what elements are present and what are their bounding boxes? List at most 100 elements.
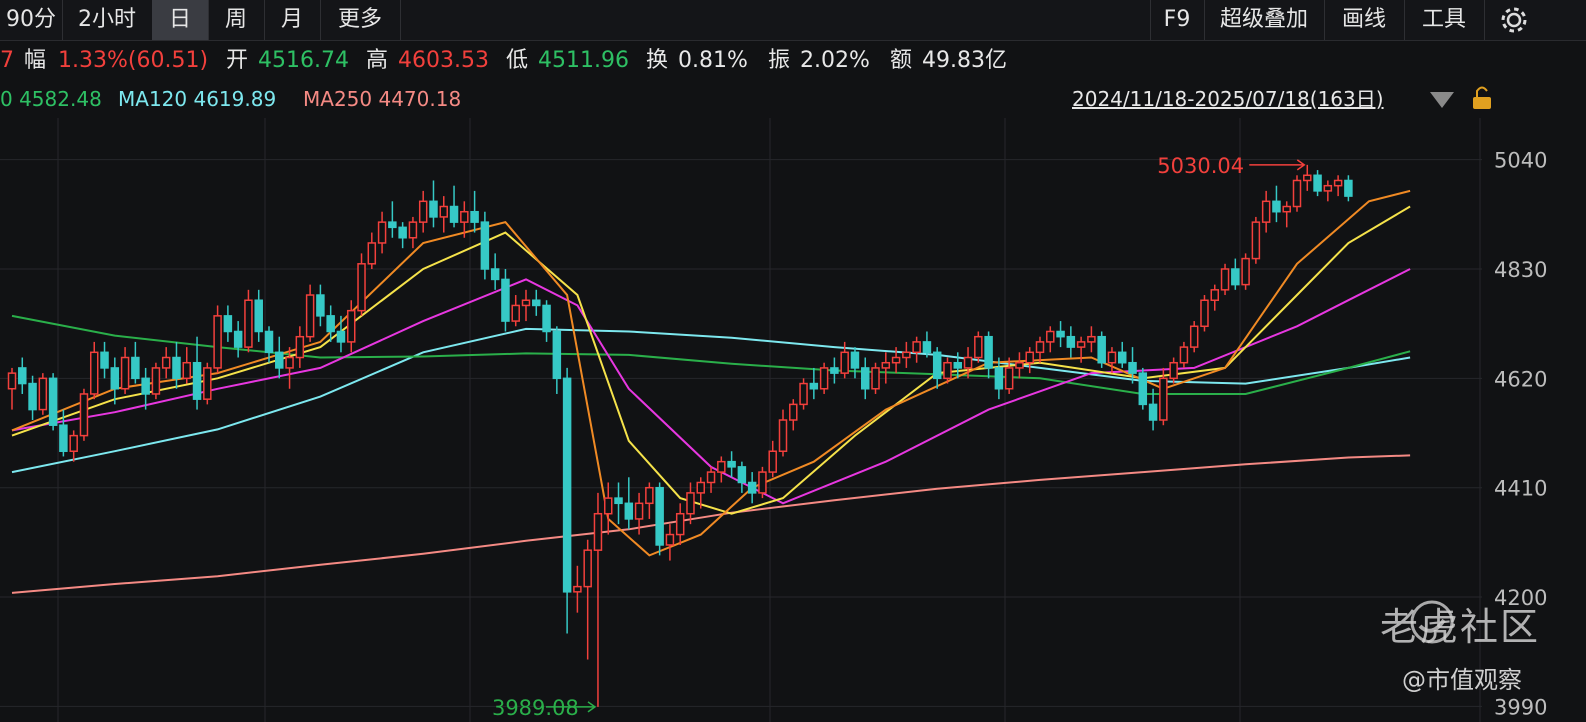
candle-body[interactable]: [1261, 200, 1271, 223]
candle-body[interactable]: [1046, 330, 1055, 343]
candle-body[interactable]: [501, 278, 510, 322]
candle-body[interactable]: [1015, 361, 1024, 369]
candle-body[interactable]: [1272, 200, 1281, 213]
candle-body[interactable]: [326, 315, 335, 333]
candle-body[interactable]: [614, 497, 623, 505]
candle-body[interactable]: [891, 356, 901, 364]
triangle-down-icon[interactable]: [1430, 92, 1454, 108]
tab-1[interactable]: 2小时: [78, 7, 136, 32]
candle-body[interactable]: [480, 221, 490, 270]
candle-body[interactable]: [789, 403, 798, 421]
candle-body[interactable]: [1303, 174, 1312, 182]
candle-body[interactable]: [665, 533, 675, 546]
candle-body[interactable]: [994, 367, 1004, 390]
candle-body[interactable]: [1231, 268, 1240, 286]
candle-body[interactable]: [686, 492, 695, 515]
candle-body[interactable]: [151, 367, 161, 395]
candle-body[interactable]: [28, 382, 37, 411]
candle-body[interactable]: [634, 502, 644, 520]
candle-body[interactable]: [727, 460, 736, 468]
toolbar-button-2[interactable]: 画线: [1341, 7, 1386, 32]
candle-body[interactable]: [675, 512, 685, 536]
candle-body[interactable]: [89, 351, 99, 395]
candle-body[interactable]: [943, 361, 952, 380]
candle-body[interactable]: [192, 361, 202, 400]
toolbar-button-0[interactable]: F9: [1163, 7, 1191, 32]
candle-body[interactable]: [1189, 325, 1199, 348]
candle-body[interactable]: [922, 341, 932, 354]
candle-body[interactable]: [1004, 367, 1014, 390]
candle-body[interactable]: [429, 200, 438, 218]
candle-body[interactable]: [840, 351, 849, 374]
candle-body[interactable]: [254, 299, 263, 333]
candle-body[interactable]: [974, 335, 983, 359]
candle-body[interactable]: [583, 549, 592, 588]
candle-body[interactable]: [1241, 257, 1250, 286]
candle-body[interactable]: [809, 382, 819, 390]
tab-4[interactable]: 月: [280, 7, 303, 32]
candle-body[interactable]: [1251, 221, 1261, 260]
candle-body[interactable]: [1159, 377, 1168, 421]
candle-body[interactable]: [573, 585, 582, 593]
candle-body[interactable]: [490, 268, 500, 281]
candle-body[interactable]: [593, 512, 603, 551]
candle-body[interactable]: [953, 361, 963, 369]
candle-body[interactable]: [758, 471, 767, 494]
candle-body[interactable]: [182, 361, 192, 380]
candle-body[interactable]: [244, 299, 253, 348]
candle-body[interactable]: [418, 200, 428, 223]
candle-body[interactable]: [1025, 351, 1034, 364]
candle-body[interactable]: [624, 502, 634, 520]
candle-body[interactable]: [449, 205, 459, 223]
tab-3[interactable]: 周: [224, 7, 247, 32]
candle-body[interactable]: [747, 481, 757, 494]
candle-body[interactable]: [1210, 289, 1220, 301]
candle-body[interactable]: [1179, 346, 1189, 364]
candle-body[interactable]: [233, 330, 243, 348]
gear-icon[interactable]: [1496, 0, 1536, 40]
candle-body[interactable]: [912, 341, 921, 354]
candle-body[interactable]: [264, 330, 274, 354]
candle-body[interactable]: [871, 367, 880, 390]
candle-body[interactable]: [1035, 341, 1045, 354]
candle-body[interactable]: [18, 367, 27, 385]
candle-body[interactable]: [1128, 361, 1137, 374]
candle-body[interactable]: [203, 367, 212, 400]
candle-body[interactable]: [881, 361, 891, 369]
candle-body[interactable]: [7, 372, 17, 390]
candle-body[interactable]: [69, 434, 78, 452]
candle-body[interactable]: [285, 356, 294, 369]
candle-body[interactable]: [377, 221, 387, 244]
candle-body[interactable]: [460, 210, 469, 223]
candle-body[interactable]: [511, 304, 520, 322]
candle-body[interactable]: [562, 377, 572, 593]
candle-body[interactable]: [131, 356, 140, 380]
candle-body[interactable]: [1107, 351, 1117, 364]
candle-body[interactable]: [1313, 174, 1322, 192]
candle-body[interactable]: [388, 221, 397, 229]
candle-body[interactable]: [1076, 341, 1086, 348]
candle-body[interactable]: [1117, 351, 1127, 364]
candle-body[interactable]: [542, 304, 551, 333]
candle-body[interactable]: [830, 367, 839, 374]
candle-body[interactable]: [59, 424, 68, 452]
candle-body[interactable]: [1148, 403, 1158, 421]
candle-body[interactable]: [717, 460, 726, 473]
candle-body[interactable]: [110, 367, 120, 390]
candle-body[interactable]: [778, 419, 788, 452]
candle-body[interactable]: [1066, 335, 1076, 348]
candle-body[interactable]: [552, 330, 562, 380]
candle-body[interactable]: [737, 466, 747, 484]
candle-body[interactable]: [1087, 335, 1096, 343]
candle-body[interactable]: [223, 315, 233, 333]
toolbar-button-3[interactable]: 工具: [1421, 7, 1466, 32]
candle-body[interactable]: [521, 299, 531, 307]
candle-body[interactable]: [100, 351, 109, 369]
candle-body[interactable]: [984, 335, 993, 369]
candle-body[interactable]: [645, 486, 654, 505]
candle-body[interactable]: [1292, 179, 1302, 208]
candle-body[interactable]: [213, 315, 222, 369]
candle-body[interactable]: [1344, 179, 1353, 197]
candle-body[interactable]: [346, 309, 356, 343]
